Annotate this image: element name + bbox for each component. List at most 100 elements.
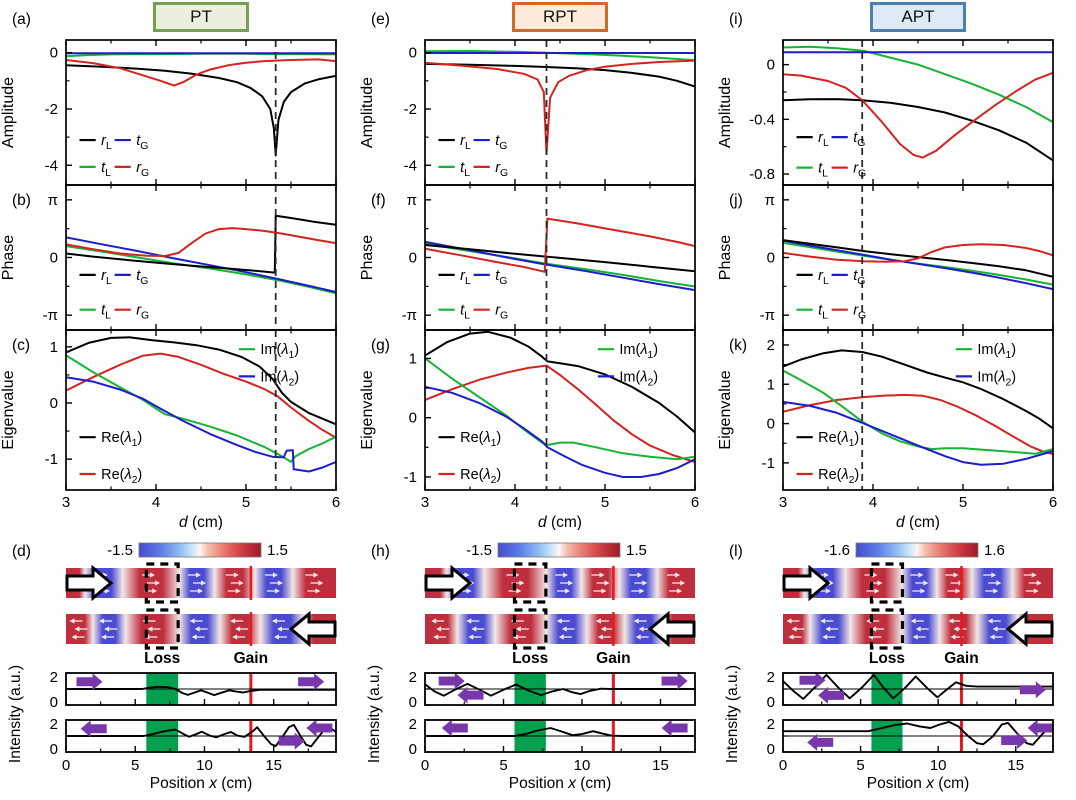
y-axis-label: Eigenvalue	[0, 370, 17, 449]
d-axis: 3 4 5 6 d (cm)	[779, 494, 1057, 530]
y-tick-label: π	[407, 192, 417, 209]
y-tick-label: 2	[767, 337, 775, 354]
series-ReL2	[66, 352, 336, 439]
wave-direction-arrow	[661, 719, 688, 737]
incidence-arrow	[288, 610, 337, 648]
legend-label: tG	[853, 130, 865, 149]
series-rL	[425, 62, 695, 88]
series-rL	[66, 214, 336, 274]
incidence-arrow	[647, 610, 696, 648]
legend-label: tL	[101, 303, 111, 322]
loss-region-box	[869, 608, 905, 650]
legend-label: tL	[818, 161, 828, 180]
x-tick-label: 6	[332, 494, 340, 511]
legend-label: rG	[136, 160, 149, 179]
panel-tag: (f)	[371, 192, 386, 209]
intensity-panel-2: 02	[409, 716, 696, 758]
panel-tag: (c)	[12, 337, 30, 354]
rpt-header-label: RPT	[543, 7, 577, 26]
wave-direction-arrow	[661, 672, 688, 690]
legend-label: rL	[460, 133, 471, 152]
loss-region-box	[512, 562, 548, 604]
x-tick-label: 15	[265, 757, 282, 774]
legend-label: tG	[495, 133, 507, 152]
panel-a: 0 -2 -4 Amplitude (a) rL tG tL rG	[0, 11, 337, 186]
pt-spectra-panels: 0 -2 -4 Amplitude (a) rL tG tL rG π 0 -π Phase (b) rL t…	[0, 11, 340, 530]
panel-b: π 0 -π Phase (b) rL tG tL rG	[0, 184, 337, 331]
loss-region-box	[144, 608, 180, 650]
y-tick-label: 0	[767, 741, 775, 758]
y-tick-label: -0.8	[749, 166, 775, 183]
intensity-axis-label: Intensity (a.u.)	[724, 665, 741, 763]
x-tick-label: 5	[959, 494, 967, 511]
panel-tag: (j)	[729, 192, 743, 209]
series-ImL2	[66, 376, 336, 473]
y-axis-label: Amplitude	[359, 77, 376, 148]
series-rG	[783, 243, 1053, 263]
intensity-curve	[66, 685, 336, 697]
d-axis: 3 4 5 6 d (cm)	[62, 494, 340, 530]
wave-direction-arrow	[807, 733, 834, 751]
series-ReL1	[783, 349, 1053, 430]
y-tick-label: -π	[43, 307, 58, 324]
panel-tag: (h)	[371, 543, 390, 560]
y-axis-label: Phase	[359, 235, 376, 280]
x-axis-label: d (cm)	[179, 514, 223, 530]
x-tick-label: 4	[869, 494, 877, 511]
x-tick-label: 10	[574, 757, 591, 774]
y-tick-label: 0	[50, 250, 58, 267]
rpt-spectra-panels: 0 -2 -4 Amplitude (e) rL tG tL rG π 0 -π Phase (f) rL t…	[359, 11, 699, 530]
x-axis-label: Position x (cm)	[150, 775, 253, 792]
x-tick-label: 4	[511, 494, 519, 511]
x-tick-label: 5	[242, 494, 250, 511]
y-tick-label: 0	[409, 45, 417, 62]
y-tick-label: 0	[409, 410, 417, 427]
legend-label: Re(λ1)	[460, 430, 501, 449]
apt-header-box: APT	[870, 2, 966, 32]
y-axis-label: Eigenvalue	[717, 370, 734, 449]
x-axis-label: Position x (cm)	[509, 775, 612, 792]
colorbar-min-label: -1.5	[107, 542, 133, 559]
y-tick-label: 1	[50, 339, 58, 356]
wave-direction-arrow	[438, 672, 465, 690]
colorbar	[138, 542, 262, 558]
y-tick-label: -1	[762, 455, 775, 472]
x-tick-label: 4	[152, 494, 160, 511]
legend-label: Im(λ1)	[619, 342, 658, 361]
y-tick-label: 2	[50, 716, 58, 733]
intensity-panel-1: 02	[409, 669, 696, 711]
y-tick-label: 0	[409, 741, 417, 758]
y-tick-label: 2	[767, 716, 775, 733]
legend-label: rG	[853, 303, 866, 322]
legend-label: tL	[460, 303, 470, 322]
legend-label: rG	[853, 161, 866, 180]
series-tG	[66, 236, 336, 293]
panel-f: π 0 -π Phase (f) rL tG tL rG	[359, 184, 696, 331]
incidence-arrow	[65, 564, 114, 602]
series-rG	[66, 58, 336, 87]
series-rG	[425, 217, 695, 273]
y-tick-label: -0.4	[749, 111, 775, 128]
legend-label: Im(λ2)	[619, 369, 658, 388]
wave-direction-arrow	[818, 686, 845, 704]
legend-label: tL	[101, 160, 111, 179]
colorbar-max-label: 1.5	[626, 542, 647, 559]
legend-label: Im(λ2)	[260, 369, 299, 388]
x-tick-label: 10	[930, 757, 947, 774]
wave-direction-arrow	[441, 719, 468, 737]
colorbar-max-label: 1.6	[984, 542, 1005, 559]
panel-e: 0 -2 -4 Amplitude (e) rL tG tL rG	[359, 11, 696, 186]
panel-tag: (g)	[371, 337, 390, 354]
y-tick-label: 0	[409, 694, 417, 711]
x-tick-label: 3	[779, 494, 787, 511]
gain-label: Gain	[596, 650, 630, 667]
intensity-curve	[66, 723, 336, 748]
y-tick-label: 0	[767, 694, 775, 711]
y-tick-label: 0	[50, 45, 58, 62]
wave-direction-arrow	[457, 686, 484, 704]
y-tick-label: 2	[409, 669, 417, 686]
legend-label: rL	[818, 130, 829, 149]
series-tL	[783, 45, 1053, 123]
